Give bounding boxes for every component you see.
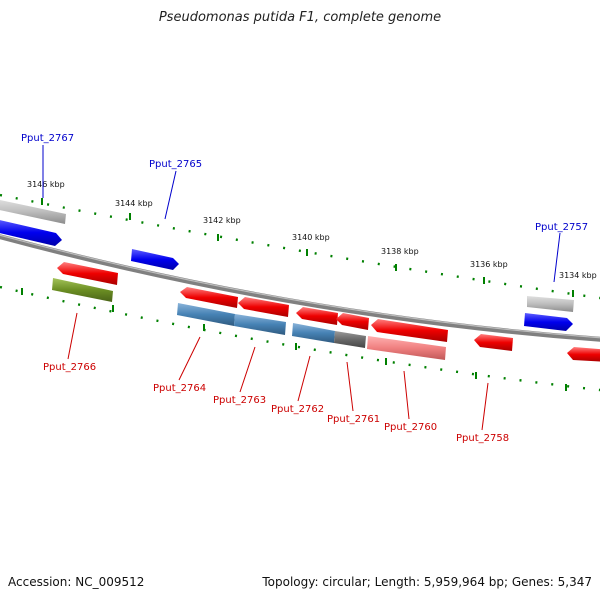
- gene-pput-2758[interactable]: [474, 334, 513, 351]
- genome-backbone-highlight: [0, 234, 600, 339]
- label-leader: [164, 170, 177, 220]
- gene-red-c[interactable]: [296, 307, 338, 325]
- gene-pput-2761[interactable]: [334, 331, 366, 348]
- map-title: Pseudomonas putida F1, complete genome: [158, 10, 442, 25]
- gene-label-pput-2767[interactable]: Pput_2767: [21, 133, 74, 144]
- gene-label-pput-2766[interactable]: Pput_2766: [43, 362, 96, 373]
- tick-label: 3134 kbp: [559, 271, 597, 280]
- gene-red-edge[interactable]: [567, 347, 600, 362]
- tick-label: 3146 kbp: [27, 180, 65, 189]
- gene-label-pput-2763[interactable]: Pput_2763: [213, 395, 266, 406]
- gene-label-pput-2758[interactable]: Pput_2758: [456, 433, 509, 444]
- gene-red-d[interactable]: [336, 313, 369, 330]
- outer-major-ticks: [41, 198, 574, 297]
- gene-label-pput-2761[interactable]: Pput_2761: [327, 414, 380, 425]
- inner-major-ticks: [21, 288, 567, 391]
- gene-label-pput-2762[interactable]: Pput_2762: [271, 404, 324, 415]
- gene-label-pput-2765[interactable]: Pput_2765: [149, 159, 202, 170]
- gene-pput-2767[interactable]: [0, 219, 62, 246]
- gene-red-e[interactable]: [371, 319, 448, 342]
- label-leader: [178, 336, 201, 381]
- accession-text: Accession: NC_009512: [8, 575, 145, 589]
- genome-summary-text: Topology: circular; Length: 5,959,964 bp…: [262, 575, 592, 589]
- gene-pput-2766-red[interactable]: [57, 262, 118, 285]
- tick-label: 3140 kbp: [292, 233, 330, 242]
- gene-pput-2766[interactable]: [52, 278, 113, 302]
- gene-pput-2764[interactable]: [177, 303, 235, 326]
- gene-pput-2762[interactable]: [292, 323, 335, 343]
- gene-red-b[interactable]: [238, 297, 289, 317]
- gene-pput-2763[interactable]: [234, 314, 286, 335]
- label-leader: [297, 355, 311, 402]
- gene-pput-2757[interactable]: [524, 313, 573, 331]
- gene-pput-2767-gray[interactable]: [0, 199, 66, 224]
- label-leader: [481, 382, 489, 431]
- tick-label: 3136 kbp: [470, 260, 508, 269]
- tick-label: 3138 kbp: [381, 247, 419, 256]
- gene-label-pput-2764[interactable]: Pput_2764: [153, 383, 206, 394]
- tick-label: 3144 kbp: [115, 199, 153, 208]
- label-leader: [239, 346, 256, 393]
- label-leader: [67, 312, 78, 360]
- gene-pput-2760[interactable]: [367, 336, 446, 360]
- genome-backbone: [0, 234, 600, 342]
- gene-label-pput-2757[interactable]: Pput_2757: [535, 222, 588, 233]
- gene-pput-2765[interactable]: [131, 249, 179, 270]
- outer-tick-arc: [0, 193, 600, 300]
- gene-pput-2757-gray[interactable]: [527, 296, 574, 312]
- label-leader: [553, 232, 561, 283]
- gene-label-pput-2760[interactable]: Pput_2760: [384, 422, 437, 433]
- label-leader: [346, 361, 354, 412]
- label-leader: [403, 370, 410, 420]
- gene-red-a[interactable]: [180, 287, 238, 308]
- tick-label: 3142 kbp: [203, 216, 241, 225]
